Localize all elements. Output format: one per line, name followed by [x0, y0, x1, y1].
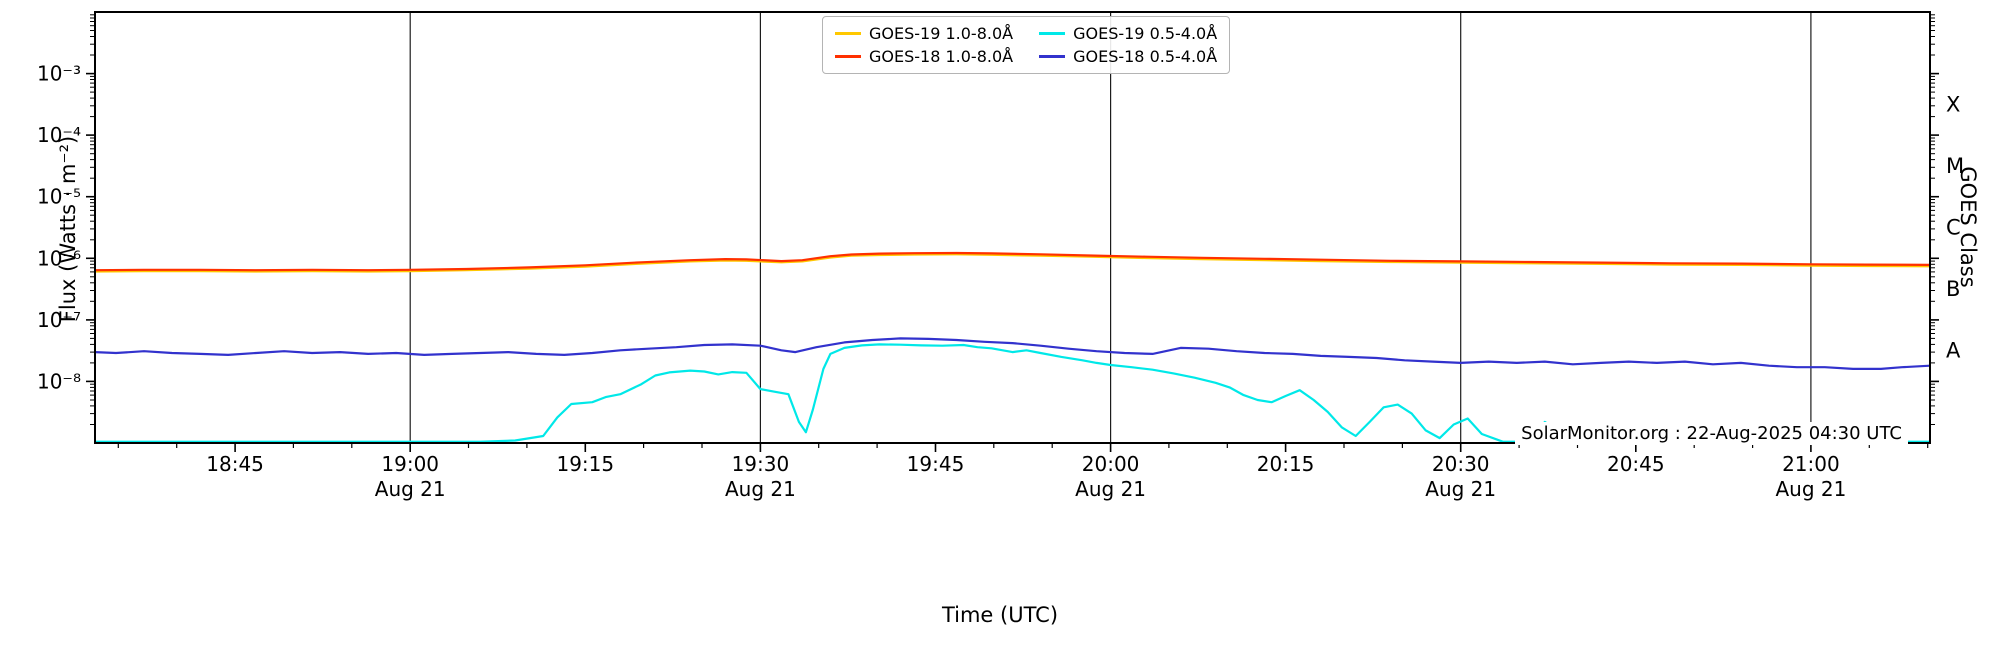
svg-text:Aug 21: Aug 21: [375, 477, 446, 501]
legend-label: GOES-19 1.0-8.0Å: [869, 24, 1014, 43]
x-axis-label-time: Time (UTC): [941, 603, 1059, 627]
svg-text:Aug 21: Aug 21: [1425, 477, 1496, 501]
svg-text:10⁻⁸: 10⁻⁸: [37, 369, 81, 393]
legend-line-swatch: [835, 32, 861, 35]
legend-label: GOES-18 0.5-4.0Å: [1073, 47, 1218, 66]
y-axis-label-flux: Flux (Watts · m⁻²): [56, 135, 80, 323]
legend-line-swatch: [1039, 55, 1066, 58]
svg-text:19:45: 19:45: [907, 452, 965, 476]
svg-text:B: B: [1946, 277, 1960, 301]
svg-text:20:45: 20:45: [1607, 452, 1665, 476]
svg-text:10⁻⁴: 10⁻⁴: [37, 123, 81, 147]
svg-text:M: M: [1946, 154, 1964, 178]
svg-text:21:00: 21:00: [1782, 452, 1840, 476]
svg-text:10⁻⁶: 10⁻⁶: [37, 246, 81, 270]
svg-text:19:15: 19:15: [556, 452, 614, 476]
legend-line-swatch: [835, 55, 861, 58]
svg-text:10⁻³: 10⁻³: [37, 62, 81, 86]
legend-item: GOES-18 0.5-4.0Å: [1039, 47, 1217, 66]
svg-text:Aug 21: Aug 21: [1775, 477, 1846, 501]
svg-text:C: C: [1946, 216, 1961, 240]
legend-item: GOES-19 1.0-8.0Å: [835, 24, 1013, 43]
svg-text:20:30: 20:30: [1432, 452, 1490, 476]
legend-item: GOES-19 0.5-4.0Å: [1039, 24, 1217, 43]
legend-label: GOES-18 1.0-8.0Å: [869, 47, 1014, 66]
svg-text:10⁻⁵: 10⁻⁵: [37, 185, 81, 209]
svg-text:20:00: 20:00: [1082, 452, 1140, 476]
svg-text:10⁻⁷: 10⁻⁷: [37, 308, 81, 332]
chart-legend: GOES-19 1.0-8.0Å GOES-18 1.0-8.0Å GOES-19 …: [822, 16, 1231, 74]
svg-text:18:45: 18:45: [206, 452, 264, 476]
svg-text:Aug 21: Aug 21: [1075, 477, 1146, 501]
legend-line-swatch: [1039, 32, 1066, 35]
solarmonitor-watermark: SolarMonitor.org : 22-Aug-2025 04:30 UTC: [1515, 422, 1908, 445]
svg-text:19:00: 19:00: [381, 452, 439, 476]
legend-label: GOES-19 0.5-4.0Å: [1073, 24, 1218, 43]
svg-text:Aug 21: Aug 21: [725, 477, 796, 501]
svg-text:20:15: 20:15: [1257, 452, 1315, 476]
svg-text:19:30: 19:30: [732, 452, 790, 476]
svg-text:X: X: [1946, 92, 1960, 116]
legend-item: GOES-18 1.0-8.0Å: [835, 47, 1013, 66]
y-axis-label-goes-class: GOES Class: [1956, 166, 1980, 288]
svg-text:A: A: [1946, 339, 1961, 363]
